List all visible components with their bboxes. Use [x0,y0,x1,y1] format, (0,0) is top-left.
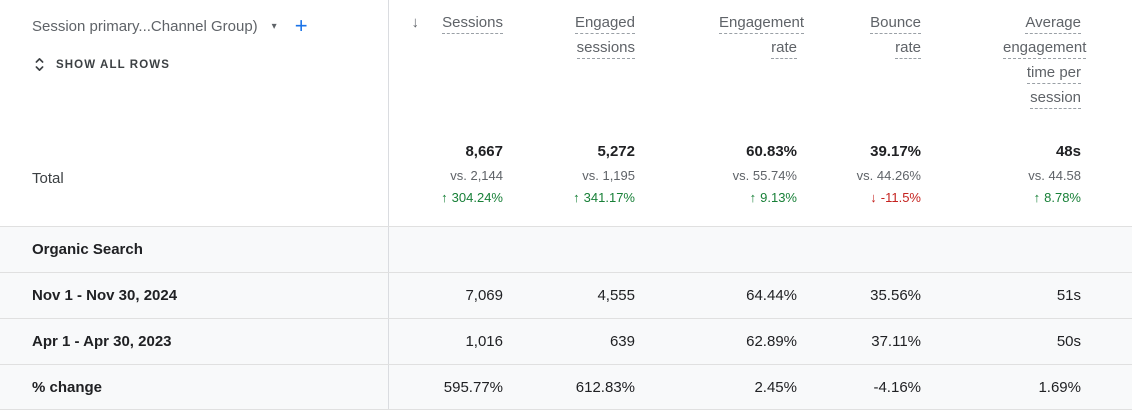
cell-avg-engagement-time: 1.69% [1038,378,1081,396]
total-cell-bounce-rate: 39.17% vs. 44.26% ↓ -11.5% [797,130,921,226]
table-header-row: Session primary...Channel Group) ▾ + SHO… [0,0,1132,130]
dimension-dropdown[interactable]: Session primary...Channel Group) [32,17,258,35]
arrow-down-icon: ↓ [870,190,877,205]
cell-engagement-rate: 64.44% [746,287,797,304]
cell-bounce-rate: 35.56% [870,287,921,304]
total-change-pct: 8.78% [1044,190,1081,205]
row-label-date-range: Apr 1 - Apr 30, 2023 [32,333,172,350]
row-label-date-range: Nov 1 - Nov 30, 2024 [32,287,178,304]
show-all-rows-button[interactable]: SHOW ALL ROWS [32,56,388,73]
sort-descending-icon: ↓ [411,14,420,31]
table-row: Nov 1 - Nov 30, 2024 7,069 4,555 64.44% … [0,272,1132,318]
table-toolbar: Session primary...Channel Group) ▾ + SHO… [0,0,388,130]
total-row: Total 8,667 vs. 2,144 ↑ 304.24% 5,272 vs.… [0,130,1132,226]
column-header-sessions[interactable]: ↓ Sessions [388,0,503,130]
total-value: 60.83% [746,143,797,160]
total-cell-engagement-rate: 60.83% vs. 55.74% ↑ 9.13% [635,130,797,226]
cell-sessions [388,227,503,272]
total-change-pct: 9.13% [760,190,797,205]
arrow-up-icon: ↑ [441,190,448,205]
table-row: Organic Search [0,226,1132,272]
total-comparison: vs. 1,195 [582,168,635,183]
total-cell-avg-engagement-time: 48s vs. 44.58 ↑ 8.78% [921,130,1132,226]
cell-engaged-sessions: 639 [609,333,635,350]
cell-engaged-sessions: 612.83% [575,378,635,396]
chevron-down-icon[interactable]: ▾ [271,20,277,32]
cell-engagement-rate [635,227,797,272]
cell-bounce-rate [797,227,921,272]
cell-engaged-sessions [503,227,635,272]
column-header-label: Engagement rate [719,14,805,59]
total-change-pct: -11.5% [880,190,921,205]
cell-engagement-rate: 62.89% [746,333,797,350]
cell-avg-engagement-time [921,227,1132,272]
column-header-label: Bounce rate [870,14,921,59]
cell-sessions: 1,016 [388,319,503,364]
row-label-percent-change: % change [32,378,103,396]
cell-avg-engagement-time: 50s [1056,333,1081,350]
total-value: 8,667 [465,143,503,160]
total-row-label: Total [32,169,64,187]
column-header-label: Sessions [442,14,503,34]
total-value: 5,272 [597,143,635,160]
table-row: Apr 1 - Apr 30, 2023 1,016 639 62.89% 37… [0,318,1132,364]
total-change-pct: 304.24% [451,190,503,205]
total-cell-sessions: 8,667 vs. 2,144 ↑ 304.24% [388,130,503,226]
cell-bounce-rate: 37.11% [871,333,921,350]
arrow-up-icon: ↑ [749,190,757,205]
show-all-rows-label: SHOW ALL ROWS [56,58,170,71]
column-header-engagement-rate[interactable]: Engagement rate [635,0,805,130]
add-dimension-button[interactable]: + [294,13,308,38]
total-comparison: vs. 44.26% [856,168,921,183]
arrow-up-icon: ↑ [1033,190,1041,205]
cell-engaged-sessions: 4,555 [597,287,635,304]
column-header-avg-engagement-time[interactable]: Average engagement time per session [921,0,1132,130]
arrow-up-icon: ↑ [573,190,580,205]
total-comparison: vs. 2,144 [450,168,503,183]
total-comparison: vs. 44.58 [1028,168,1081,183]
column-header-engaged-sessions[interactable]: Engaged sessions [503,0,635,130]
total-cell-engaged-sessions: 5,272 vs. 1,195 ↑ 341.17% [503,130,635,226]
cell-bounce-rate: -4.16% [873,378,921,396]
total-change-pct: 341.17% [583,190,635,205]
cell-avg-engagement-time: 51s [1056,287,1081,304]
table-row: % change 595.77% 612.83% 2.45% -4.16% 1.… [0,364,1132,410]
unfold-more-icon [32,56,47,73]
column-header-label: Engaged sessions [574,14,635,59]
column-header-bounce-rate[interactable]: Bounce rate [797,0,921,130]
row-label-channel: Organic Search [32,241,143,258]
cell-engagement-rate: 2.45% [754,378,797,396]
cell-sessions: 7,069 [388,273,503,318]
cell-sessions: 595.77% [388,365,503,409]
total-value: 39.17% [870,143,921,160]
total-value: 48s [1055,143,1081,160]
total-comparison: vs. 55.74% [732,168,797,183]
column-header-label: Average engagement time per session [1003,14,1087,109]
